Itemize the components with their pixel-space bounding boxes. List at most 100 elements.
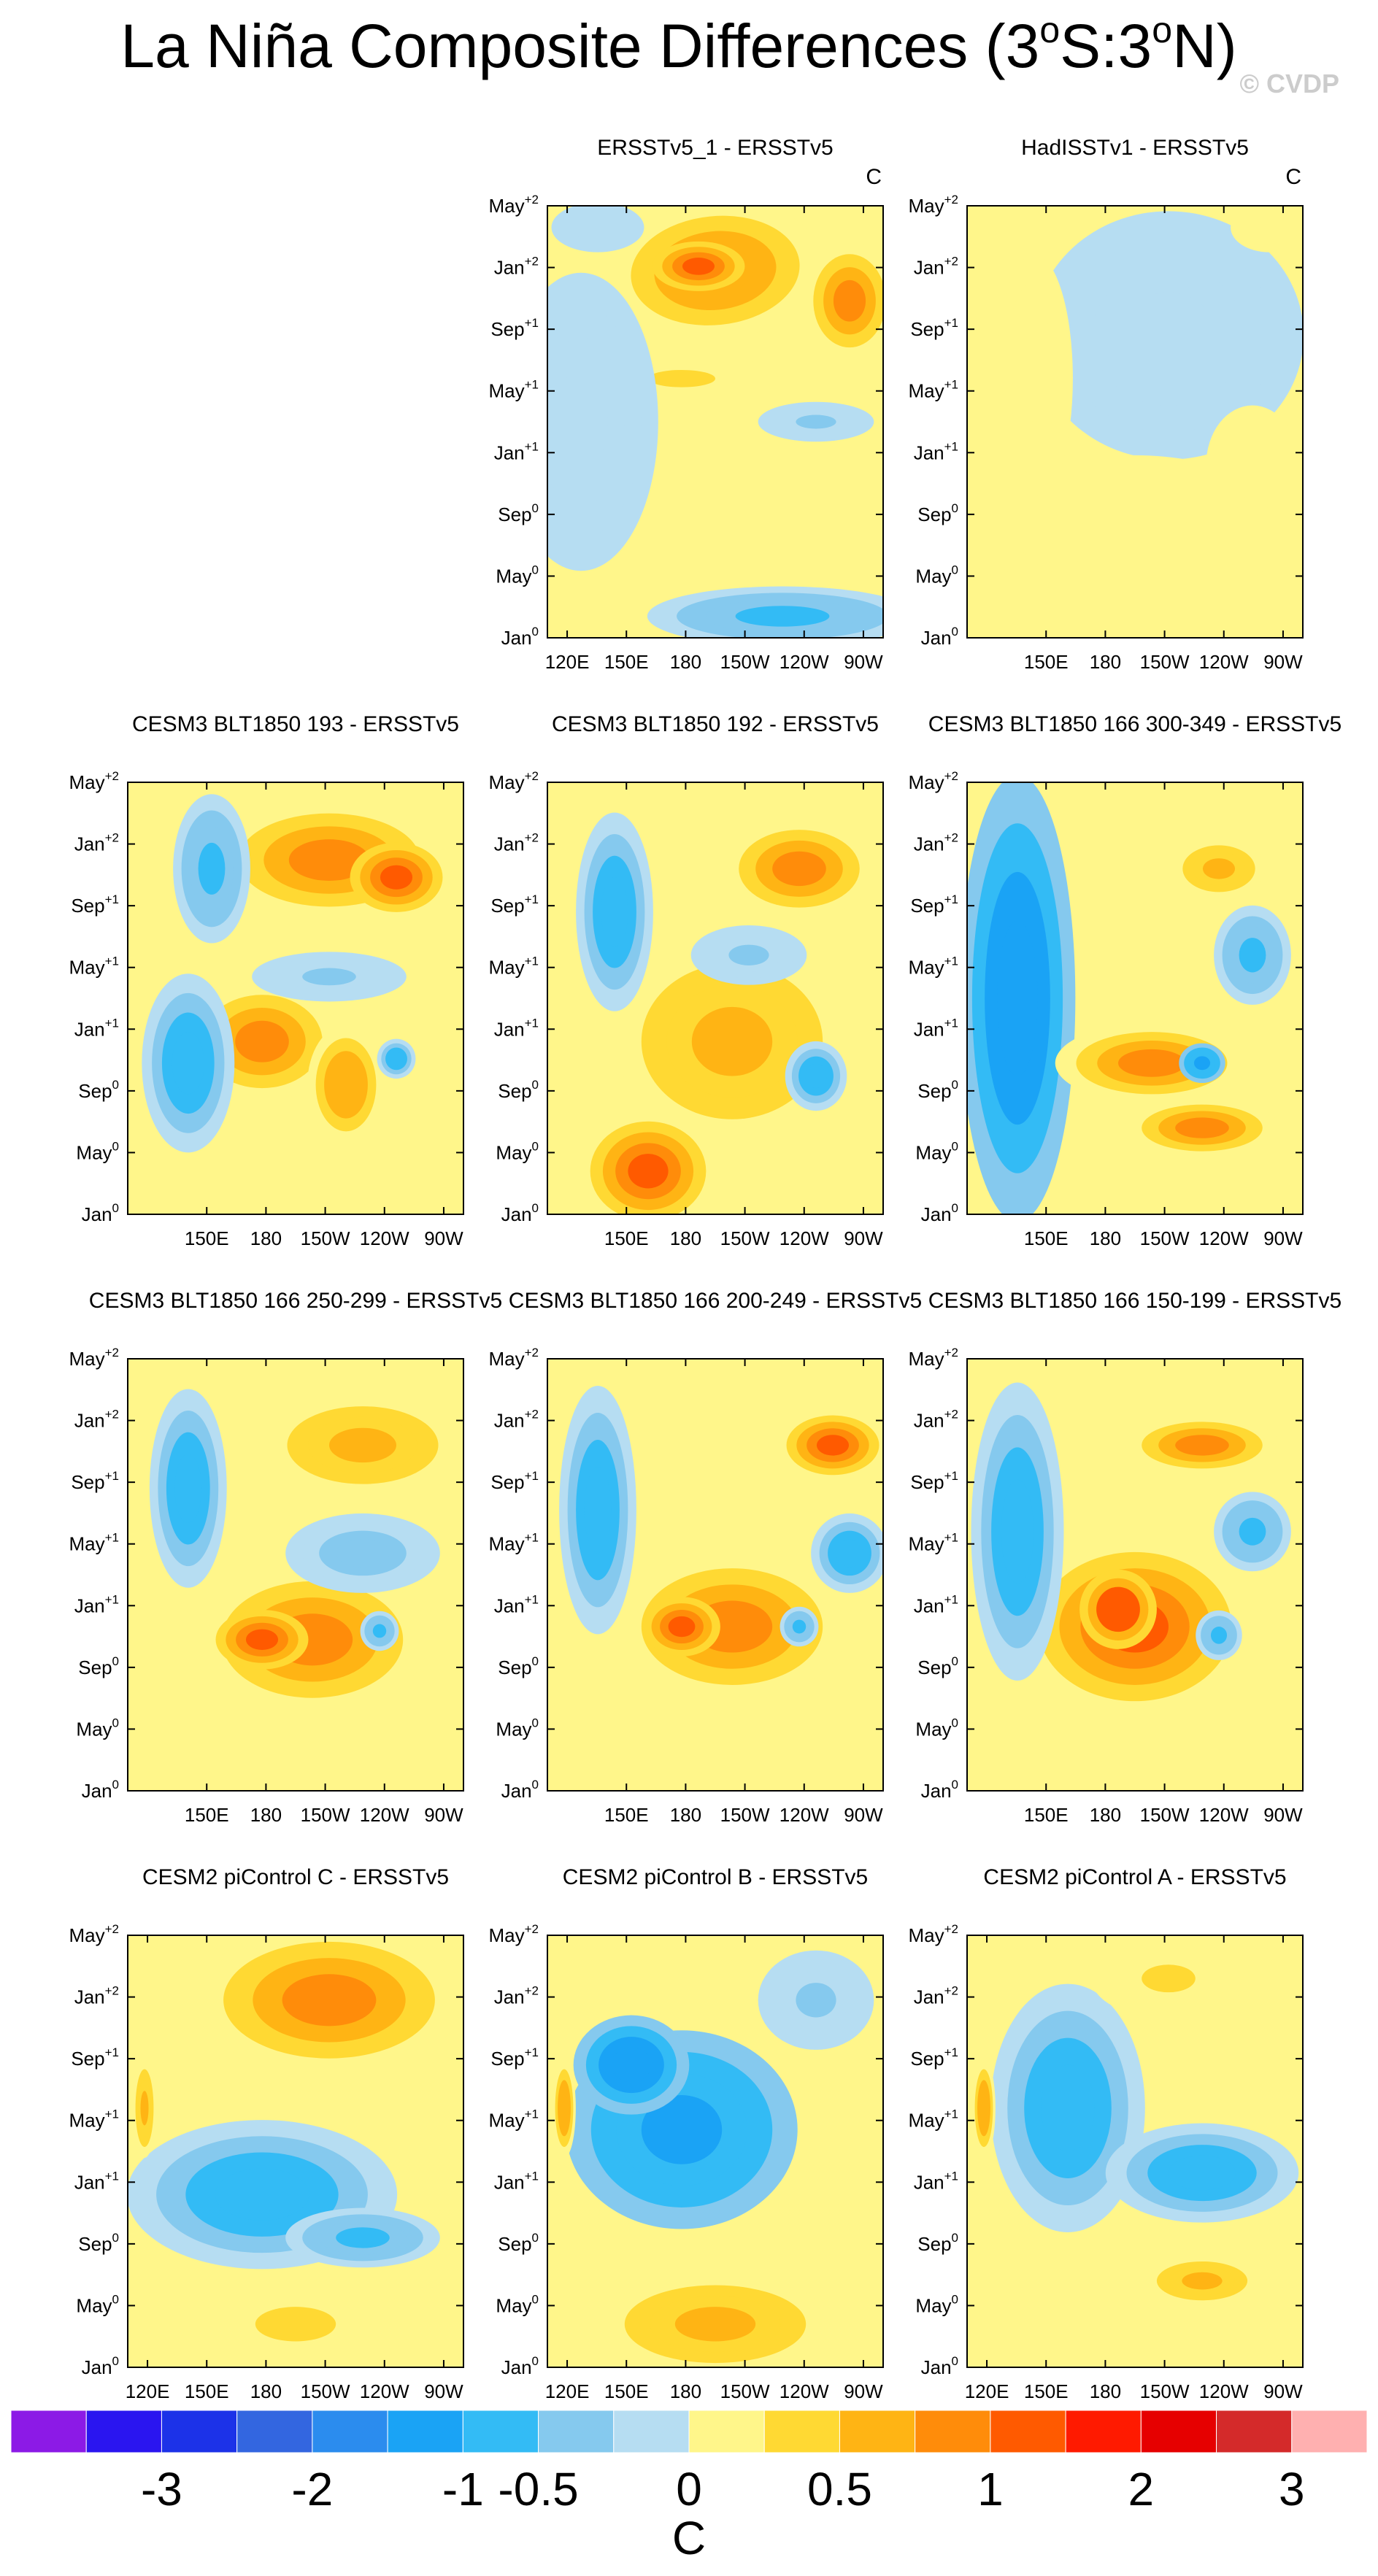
- colorbar-box: [1140, 2410, 1217, 2453]
- y-tick-label: Sep+1: [910, 316, 958, 340]
- x-tick-label: 180: [250, 1227, 282, 1249]
- contour-band: [728, 944, 769, 966]
- y-tick-label: May+2: [908, 769, 958, 793]
- contour-field: [967, 1359, 1303, 1791]
- contour-band: [1121, 292, 1216, 379]
- y-tick-label: Jan+1: [914, 439, 958, 463]
- x-tick-label: 150E: [185, 1227, 229, 1249]
- contour-band: [792, 1619, 807, 1634]
- y-tick-label: Sep0: [917, 501, 958, 525]
- x-tick-label: 180: [1090, 651, 1121, 673]
- y-tick-label: Jan0: [921, 625, 958, 649]
- contour-band: [805, 1063, 827, 1089]
- y-tick-label: Sep+1: [490, 316, 539, 340]
- contour-band: [1182, 2272, 1223, 2290]
- x-tick-label: 180: [670, 1227, 701, 1249]
- contour-band: [836, 1539, 863, 1567]
- colorbar-label: -3: [141, 2463, 182, 2515]
- colorbar-box: [387, 2410, 463, 2453]
- contour-band: [332, 1063, 360, 1106]
- contour-band: [682, 258, 715, 275]
- panel-8: CESM3 BLT1850 166 150-199 - ERSSTv5 Jan0 M…: [908, 1289, 1342, 1826]
- x-tick-label: 90W: [424, 2380, 463, 2402]
- y-tick-label: Jan0: [501, 1778, 539, 1802]
- contour-band: [389, 1052, 404, 1066]
- x-tick-label: 150W: [1140, 2380, 1190, 2402]
- y-tick-label: Jan+2: [914, 831, 958, 855]
- contour-band: [329, 1427, 396, 1463]
- colorbar-label: 0: [676, 2463, 702, 2515]
- panel-7: CESM3 BLT1850 166 200-249 - ERSSTv5 Jan0 M…: [488, 1289, 922, 1826]
- y-tick-label: Jan0: [921, 2354, 958, 2378]
- panel-title: CESM3 BLT1850 193 - ERSSTv5: [132, 712, 459, 736]
- contour-band: [1175, 1117, 1229, 1138]
- y-tick-label: Sep+1: [71, 892, 119, 917]
- colorbar-box: [613, 2410, 690, 2453]
- x-tick-label: 150W: [720, 1804, 770, 1826]
- y-tick-label: May0: [915, 563, 958, 587]
- contour-field: [547, 782, 883, 1214]
- panel-2: HadISSTv1 - ERSSTv5 C Jan0 May0 Sep0 Jan+1 May…: [908, 136, 1304, 673]
- x-tick-label: 150W: [720, 651, 770, 673]
- y-tick-label: Jan+1: [74, 2169, 119, 2193]
- contour-band: [1239, 938, 1266, 973]
- y-tick-label: May0: [915, 1716, 958, 1740]
- panel-frame: [127, 1935, 464, 2368]
- contour-band: [554, 369, 608, 474]
- x-tick-label: 90W: [424, 1227, 463, 1249]
- y-tick-label: May+1: [908, 378, 958, 402]
- contour-band: [816, 1435, 850, 1456]
- contour-field: [967, 782, 1303, 1214]
- y-tick-label: May0: [915, 1139, 958, 1163]
- contour-band: [979, 2091, 988, 2126]
- y-tick-label: Jan+1: [914, 1016, 958, 1040]
- panel-unit: C: [866, 165, 882, 189]
- x-tick-label: 90W: [424, 1804, 463, 1826]
- y-tick-label: Sep0: [78, 2231, 119, 2255]
- contour-band: [336, 1539, 390, 1567]
- y-tick-label: May+1: [488, 2108, 539, 2132]
- y-tick-label: Jan+1: [74, 1016, 119, 1040]
- y-tick-label: Sep+1: [910, 1469, 958, 1493]
- contour-band: [1255, 218, 1283, 236]
- x-tick-label: 180: [670, 2380, 701, 2402]
- panel-frame: [547, 1935, 884, 2368]
- x-tick-label: 120E: [545, 651, 590, 673]
- colorbar-box: [1291, 2410, 1368, 2453]
- contour-band: [668, 1616, 696, 1638]
- colorbar-label: -2: [291, 2463, 333, 2515]
- y-tick-label: Sep+1: [490, 892, 539, 917]
- contour-band: [140, 2091, 149, 2126]
- y-tick-label: May+2: [69, 1922, 119, 1946]
- y-tick-label: May0: [496, 2292, 539, 2316]
- contour-band: [1210, 1627, 1228, 1644]
- y-tick-label: Sep0: [917, 1654, 958, 1678]
- colorbar-label: -0.5: [498, 2463, 578, 2515]
- contour-band: [560, 2091, 569, 2126]
- contour-field: [967, 1935, 1303, 2367]
- contour-band: [174, 1454, 202, 1523]
- y-tick-label: Jan0: [82, 2354, 119, 2378]
- contour-band: [215, 2168, 309, 2221]
- y-tick-label: Sep+1: [71, 2045, 119, 2070]
- colorbar-box: [161, 2410, 238, 2453]
- y-tick-label: Sep0: [917, 1078, 958, 1102]
- y-tick-label: Sep+1: [910, 2045, 958, 2070]
- x-tick-label: 120W: [360, 1227, 409, 1249]
- panel-4: CESM3 BLT1850 192 - ERSSTv5 Jan0 May0 Sep0 J…: [488, 712, 884, 1249]
- y-tick-label: Jan+1: [914, 1592, 958, 1616]
- panel-title: CESM3 BLT1850 166 150-199 - ERSSTv5: [928, 1289, 1342, 1313]
- figure-title: La Niña Composite Differences (3oS:3oN): [120, 9, 1236, 80]
- y-tick-label: May0: [915, 2292, 958, 2316]
- panel-3: CESM3 BLT1850 193 - ERSSTv5 Jan0 May0 Sep0 J…: [69, 712, 464, 1249]
- y-tick-label: Sep0: [498, 1654, 539, 1678]
- y-tick-label: May+2: [488, 1922, 539, 1946]
- y-tick-label: Sep+1: [490, 1469, 539, 1493]
- y-tick-label: Jan+2: [74, 1984, 119, 2008]
- x-tick-label: 150E: [1024, 2380, 1069, 2402]
- panel-1: ERSSTv5_1 - ERSSTv5 C Jan0 May0 Sep0 Jan+1 May…: [488, 136, 884, 673]
- panel-6: CESM3 BLT1850 166 250-299 - ERSSTv5 Jan0 M…: [69, 1289, 502, 1826]
- colorbar-label: 1: [977, 2463, 1004, 2515]
- colorbar-box: [763, 2410, 840, 2453]
- x-tick-label: 180: [1090, 1227, 1121, 1249]
